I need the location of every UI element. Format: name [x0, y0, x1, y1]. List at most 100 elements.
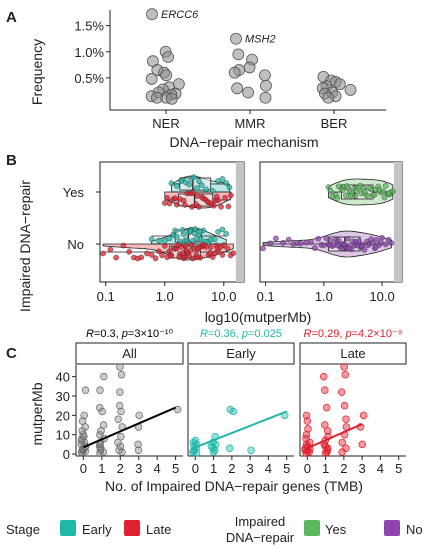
panel-b-point	[273, 235, 279, 242]
panel-c-xtick-label: 2	[340, 461, 347, 476]
panel-b-point	[211, 236, 218, 243]
panel-c-point	[114, 415, 123, 423]
panel-b-ylabel: Impaired DNA−repair	[17, 180, 33, 312]
panel-b-point	[361, 188, 368, 195]
panel-letter-c: C	[6, 345, 17, 362]
panel-b-point	[190, 190, 196, 196]
panel-b-point	[209, 188, 216, 194]
panel-c-point	[116, 388, 124, 396]
panel-c-point	[95, 403, 104, 412]
panel-b-point	[174, 201, 180, 208]
panel-c-stat: R=0.3, p=3×10⁻¹⁰	[86, 328, 174, 340]
panel-b-point	[223, 231, 230, 237]
panel-b-point	[174, 233, 180, 240]
panel-c-point	[338, 438, 347, 447]
panel-c-xtick-label: 3	[135, 461, 142, 476]
panel-b-point	[373, 237, 380, 243]
legend-yes-label: Yes	[325, 522, 347, 537]
panel-c-point	[191, 436, 200, 445]
panel-b-point	[382, 241, 389, 248]
panel-c-point	[338, 448, 346, 456]
panel-b-point	[187, 228, 194, 235]
panel-a-ytick-label: 1.0%	[74, 45, 104, 60]
panel-b-point	[228, 192, 234, 199]
panel-b-point	[222, 194, 228, 201]
panel-b-point	[100, 250, 106, 257]
panel-a-point	[344, 84, 357, 96]
panel-b-point	[260, 245, 266, 252]
legend-early-swatch	[60, 520, 76, 536]
panel-b-xlabel: log10(mutperMb)	[205, 309, 312, 325]
panel-b-point	[186, 181, 193, 188]
panel-a-point	[146, 8, 158, 21]
panel-c-strip	[299, 342, 407, 365]
panel-b-point	[211, 202, 217, 209]
panel-b-point	[366, 185, 372, 191]
panel-c-point	[116, 442, 125, 451]
panel-c-ytick-label: 0	[63, 447, 70, 462]
panel-a-chart: Frequency DNA−repair mechanism 0.5% 1.0% 1…	[29, 8, 386, 150]
panel-b-point	[215, 229, 221, 235]
panel-b-xtick-label: 0.1	[257, 289, 275, 304]
legend-no-swatch	[384, 520, 400, 536]
panel-b-point	[365, 193, 372, 200]
panel-b-point	[207, 250, 213, 256]
panel-b-point	[176, 254, 182, 260]
panel-a-xtick-label: MMR	[234, 116, 265, 131]
panel-a-point	[322, 91, 335, 104]
panel-b-point	[286, 236, 292, 243]
panel-b-point	[138, 254, 145, 261]
panel-b-point	[388, 240, 395, 246]
panel-b-point	[327, 188, 334, 194]
panel-c-point	[341, 370, 350, 379]
panel-b-point	[180, 231, 187, 238]
panel-b-point	[377, 239, 384, 245]
panel-a-point	[151, 91, 163, 104]
panel-c-point	[302, 434, 310, 443]
panel-c-xtick-label: 5	[395, 461, 402, 476]
panel-c-xtick-label: 2	[117, 461, 124, 476]
panel-b-point	[218, 203, 224, 210]
panel-c-point	[322, 403, 331, 412]
panel-c-point	[359, 411, 368, 420]
panel-b-point	[219, 176, 226, 182]
panel-b-point	[334, 195, 341, 201]
panel-b-point	[159, 252, 165, 259]
panel-c-point	[321, 386, 329, 394]
panel-letter-b: B	[6, 152, 17, 169]
panel-b-point	[224, 245, 231, 252]
panel-b-ytick-label: No	[67, 237, 84, 252]
panel-b-point	[376, 187, 383, 193]
panel-b-point	[194, 254, 200, 261]
panel-c-point	[321, 421, 329, 429]
panel-c-point	[340, 401, 349, 410]
panel-b-point	[156, 237, 162, 244]
panel-c-stat: R=0.36, p=0.025	[200, 328, 282, 340]
panel-b-point	[197, 228, 204, 235]
panel-b-point	[357, 182, 363, 189]
panel-b-point	[220, 242, 227, 249]
legend-yes-swatch	[304, 520, 320, 536]
panel-c-point	[226, 444, 234, 453]
panel-b-point	[182, 243, 189, 249]
panel-a-point	[160, 69, 173, 82]
panel-c-strip	[75, 342, 184, 365]
panel-c-xtick-label: 1	[98, 461, 105, 476]
legend-late-label: Late	[146, 522, 171, 537]
panel-b-point	[188, 242, 194, 249]
legend-no-label: No	[406, 522, 423, 537]
panel-a-ylabel: Frequency	[29, 39, 45, 105]
panel-b-point	[207, 244, 214, 251]
panel-a-point	[228, 66, 241, 79]
panel-c-point	[99, 421, 108, 429]
panel-b-point	[341, 241, 348, 248]
panel-c-regression-line	[194, 410, 288, 449]
panel-c-point	[135, 411, 143, 420]
panel-b-point	[192, 226, 199, 232]
panel-b-point	[226, 184, 233, 191]
panel-b-point	[164, 195, 170, 201]
panel-a-ytick-label: 0.5%	[74, 71, 104, 86]
panel-c-point	[117, 370, 126, 379]
panel-c-xtick-label: 0	[80, 461, 87, 476]
panel-a-point	[162, 51, 174, 63]
